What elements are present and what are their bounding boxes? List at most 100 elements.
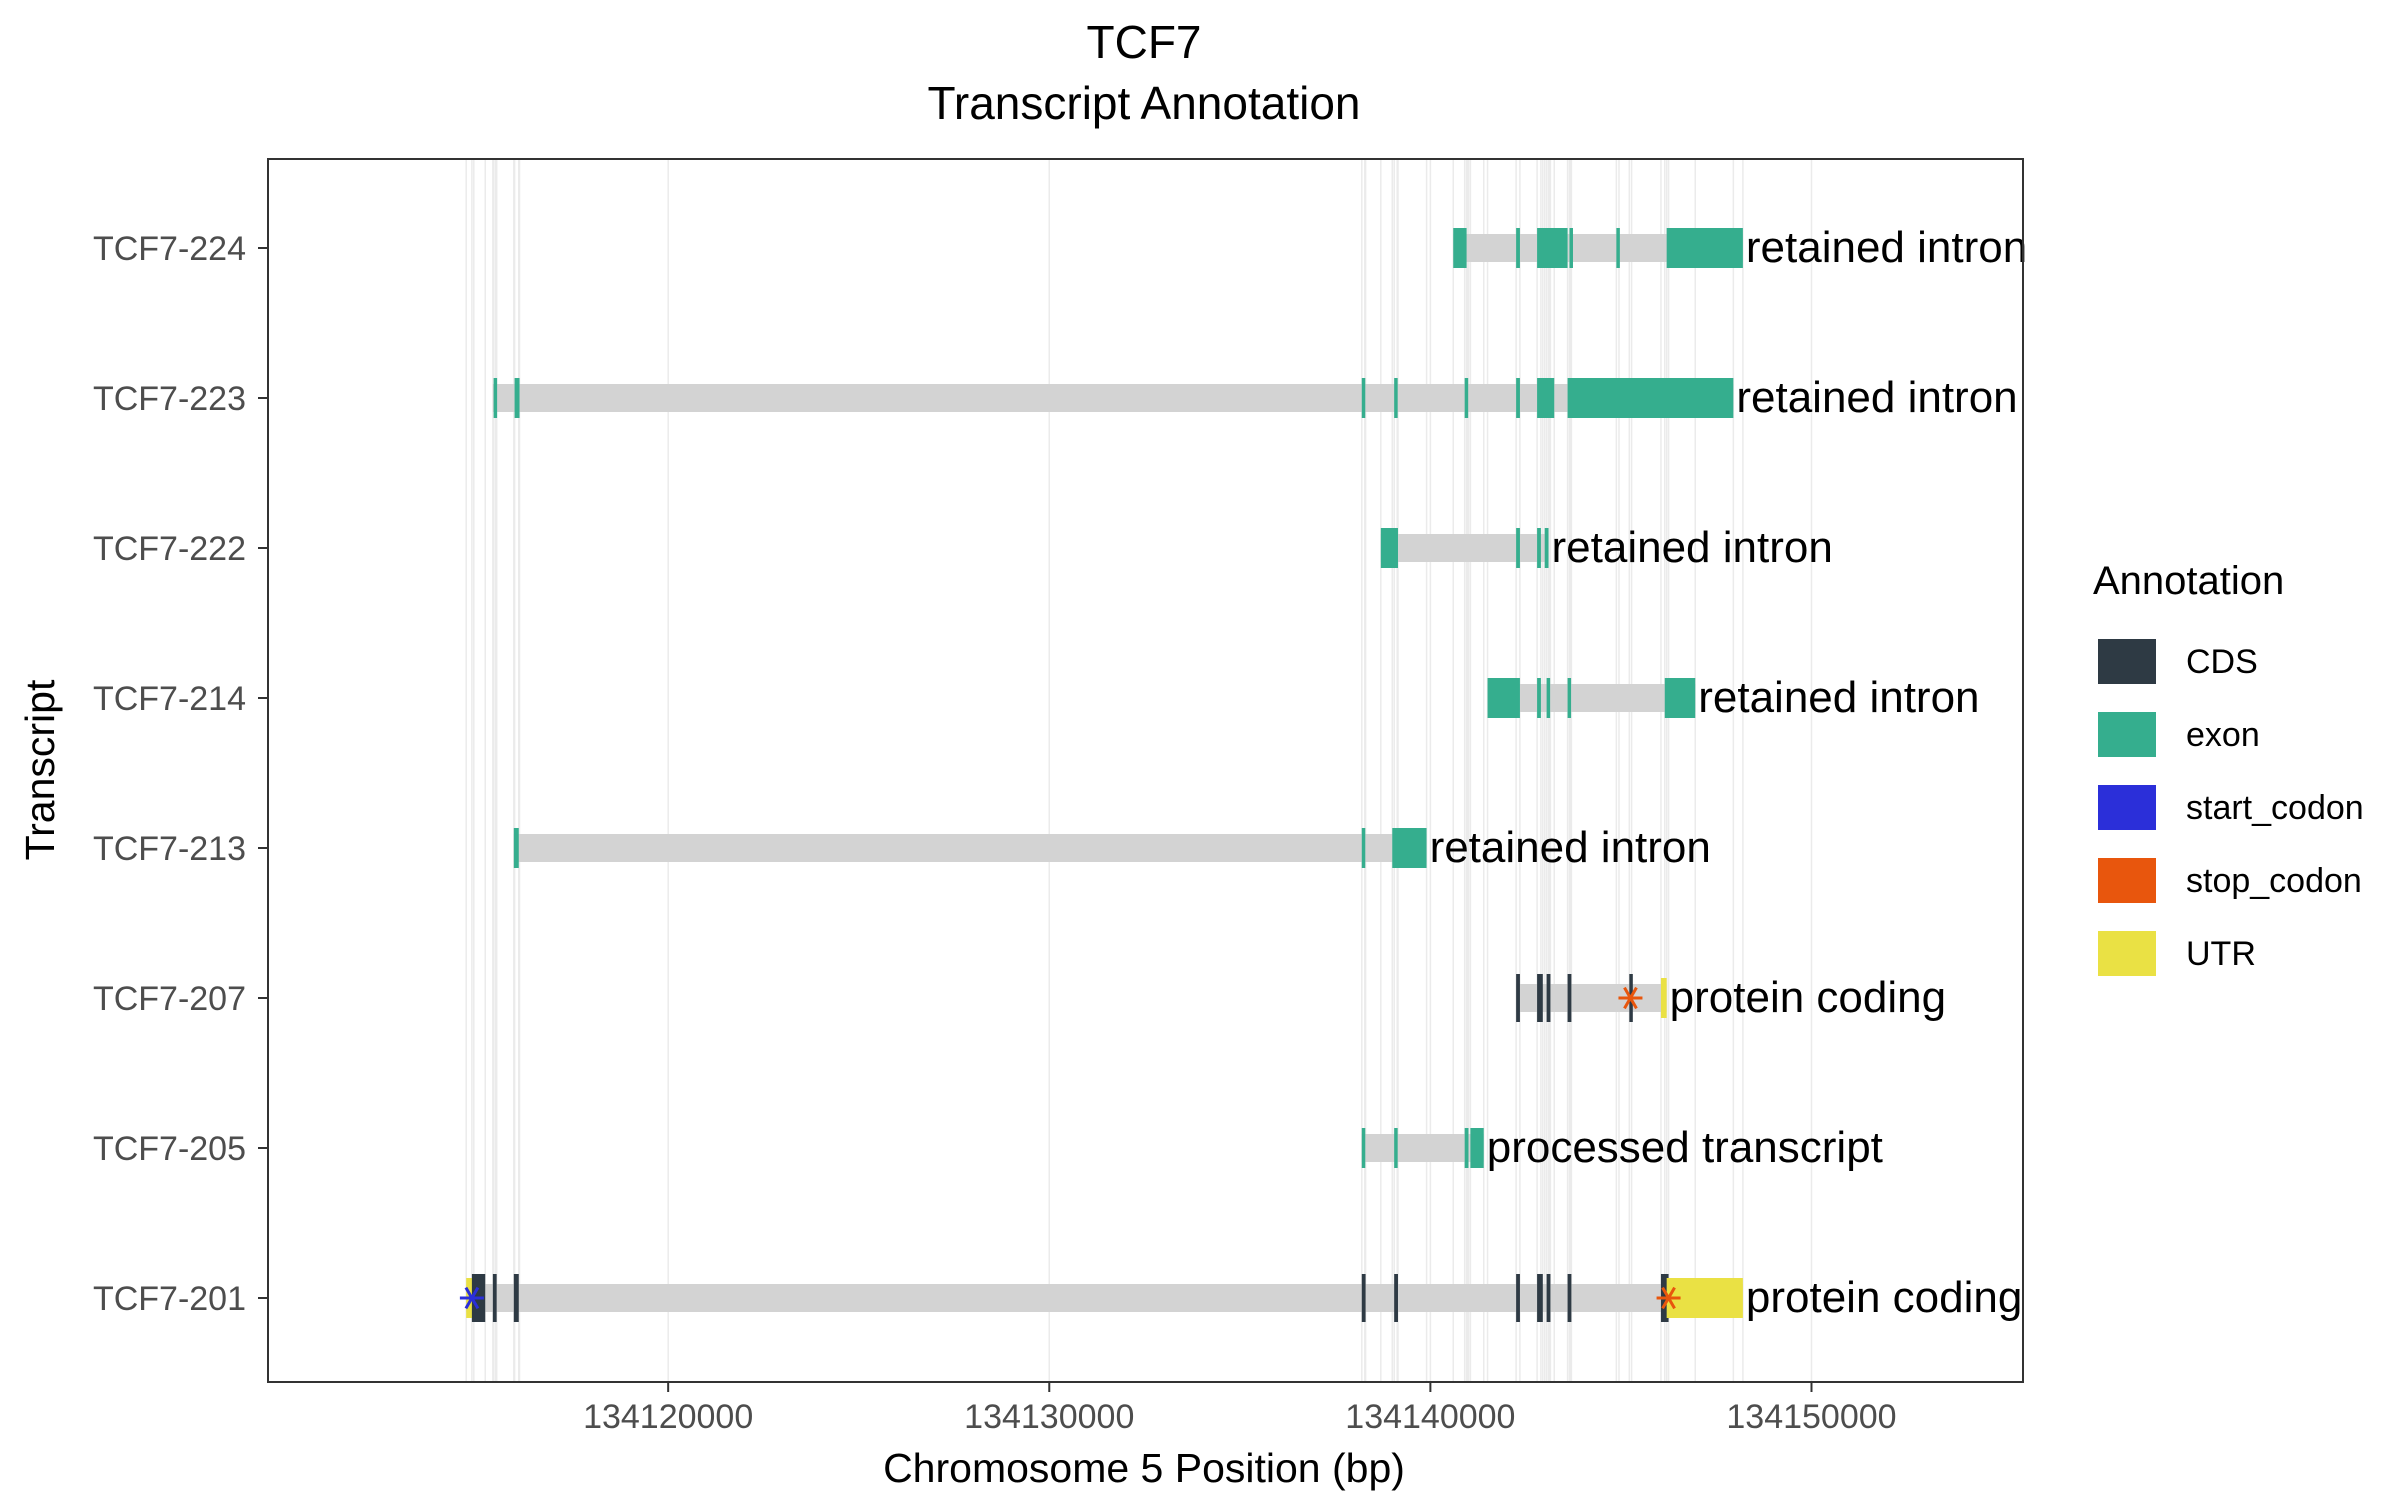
chart-title: TCF7 [1087,16,1202,68]
cds-block [1537,1274,1543,1322]
y-tick-label: TCF7-213 [93,830,246,868]
x-tick-label: 134130000 [964,1398,1134,1436]
legend-swatch [2098,785,2156,830]
cds-block [1537,974,1543,1022]
intron-line [1380,534,1549,562]
transcript-track: processed transcript [1361,1123,1883,1172]
intron-line [1361,1134,1484,1162]
exon-block [1464,1128,1469,1168]
legend-swatch [2098,639,2156,684]
stop-codon-marker [1656,1286,1681,1310]
exon-block [1537,378,1555,418]
legend-title: Annotation [2093,559,2284,603]
transcript-biotype-label: protein coding [1746,1273,2022,1322]
y-tick-label: TCF7-214 [93,680,246,718]
intron-line [466,1284,1743,1312]
intron-line [513,834,1427,862]
transcript-biotype-label: protein coding [1670,973,1946,1022]
exon-block [1516,228,1520,268]
transcript-track: retained intron [1487,673,1980,722]
cds-block [1516,974,1520,1022]
start-codon-marker [459,1286,484,1310]
exon-block [1569,228,1573,268]
intron-line [1487,684,1696,712]
exon-block [1361,378,1366,418]
cds-block [513,1274,519,1322]
cds-block [492,1274,497,1322]
transcript-biotype-label: retained intron [1430,823,1711,872]
exon-block [1567,378,1734,418]
utr-block [1660,978,1667,1018]
exon-block [1664,678,1696,718]
exon-block [1361,828,1366,868]
exon-block [1470,1128,1484,1168]
exon-block [1487,678,1520,718]
y-tick-label: TCF7-224 [93,230,246,268]
y-tick-label: TCF7-201 [93,1280,246,1318]
x-tick-label: 134150000 [1726,1398,1896,1436]
exon-block [493,378,498,418]
transcript-tracks: retained intron retained intron retained i… [459,223,2027,1322]
transcript-track: protein coding [1516,973,1946,1022]
transcript-biotype-label: retained intron [1746,223,2027,272]
exon-block [1544,528,1549,568]
x-axis-label: Chromosome 5 Position (bp) [883,1445,1405,1491]
exon-block [1516,528,1520,568]
exon-block [1567,678,1572,718]
exon-block [1380,528,1398,568]
exon-block [1516,378,1520,418]
exon-block [1546,678,1551,718]
exon-block [1394,378,1398,418]
exon-block [1666,228,1743,268]
transcript-track: retained intron [492,373,2018,422]
legend-swatch [2098,858,2156,903]
stop-codon-marker [1618,986,1643,1010]
x-tick-label: 134140000 [1345,1398,1515,1436]
transcript-biotype-label: processed transcript [1487,1123,1883,1172]
y-tick-label: TCF7-222 [93,530,246,568]
panel-border [267,158,2024,1383]
chart-subtitle: Transcript Annotation [928,77,1361,129]
legend-label: UTR [2186,935,2256,973]
exon-block [514,378,520,418]
codon-star-stroke [1623,986,1638,1010]
y-tick-label: TCF7-223 [93,380,246,418]
y-axis-label: Transcript [17,679,63,860]
legend-label: exon [2186,716,2260,754]
codon-star-stroke [464,1286,480,1310]
legend-swatch [2098,712,2156,757]
legend: Annotation CDS exon start_codon stop_codon U… [2093,559,2364,976]
cds-block [1567,974,1572,1022]
y-axis: TCF7-224 TCF7-223 TCF7-222 TCF7-214 TCF7-213… [93,230,268,1318]
legend-label: stop_codon [2186,862,2362,900]
transcript-biotype-label: retained intron [1736,373,2017,422]
exon-block [513,828,519,868]
cds-block [1361,1274,1366,1322]
grid-layer [465,159,1813,1382]
cds-block [1516,1274,1520,1322]
y-tick-label: TCF7-205 [93,1130,246,1168]
transcript-track: retained intron [513,823,1711,872]
x-axis: 134120000 134130000 134140000 134150000 [583,1382,1897,1436]
legend-label: CDS [2186,643,2258,681]
codon-star-stroke [1661,1286,1676,1310]
cds-block [1394,1274,1398,1322]
legend-label: start_codon [2186,789,2364,827]
exon-block [1537,528,1541,568]
exon-block [1537,678,1541,718]
transcript-biotype-label: retained intron [1698,673,1979,722]
transcript-track: protein coding [459,1273,2022,1322]
exon-block [1453,228,1467,268]
transcript-track: retained intron [1453,223,2027,272]
x-tick-label: 134120000 [583,1398,753,1436]
cds-block [1546,1274,1551,1322]
exon-block [1464,378,1469,418]
transcript-biotype-label: retained intron [1552,523,1833,572]
transcript-track: retained intron [1380,523,1833,572]
y-tick-label: TCF7-207 [93,980,246,1018]
exon-block [1392,828,1427,868]
exon-block [1361,1128,1366,1168]
intron-line [492,384,1734,412]
